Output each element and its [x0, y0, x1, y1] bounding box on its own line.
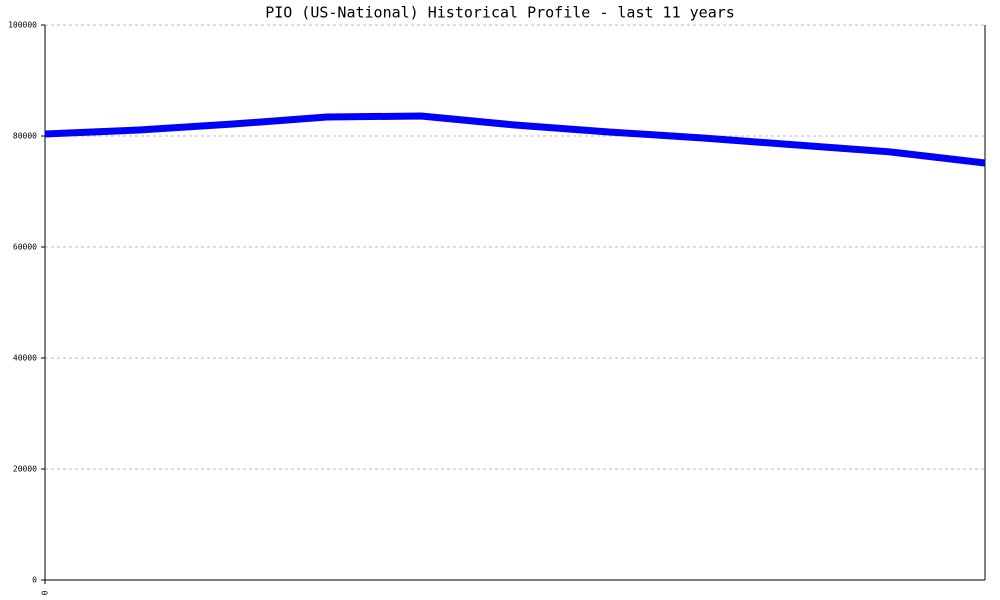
chart-title: PIO (US-National) Historical Profile - l… — [265, 4, 735, 22]
data-line — [44, 112, 986, 167]
y-tick-label: 20000 — [13, 465, 37, 474]
y-tick-label: 0 — [32, 576, 37, 585]
y-tick-label: 60000 — [13, 243, 37, 252]
y-tick-label: 40000 — [13, 354, 37, 363]
x-tick-label: 0 — [41, 590, 50, 595]
y-tick-label: 100000 — [8, 21, 37, 30]
y-tick-label: 80000 — [13, 132, 37, 141]
